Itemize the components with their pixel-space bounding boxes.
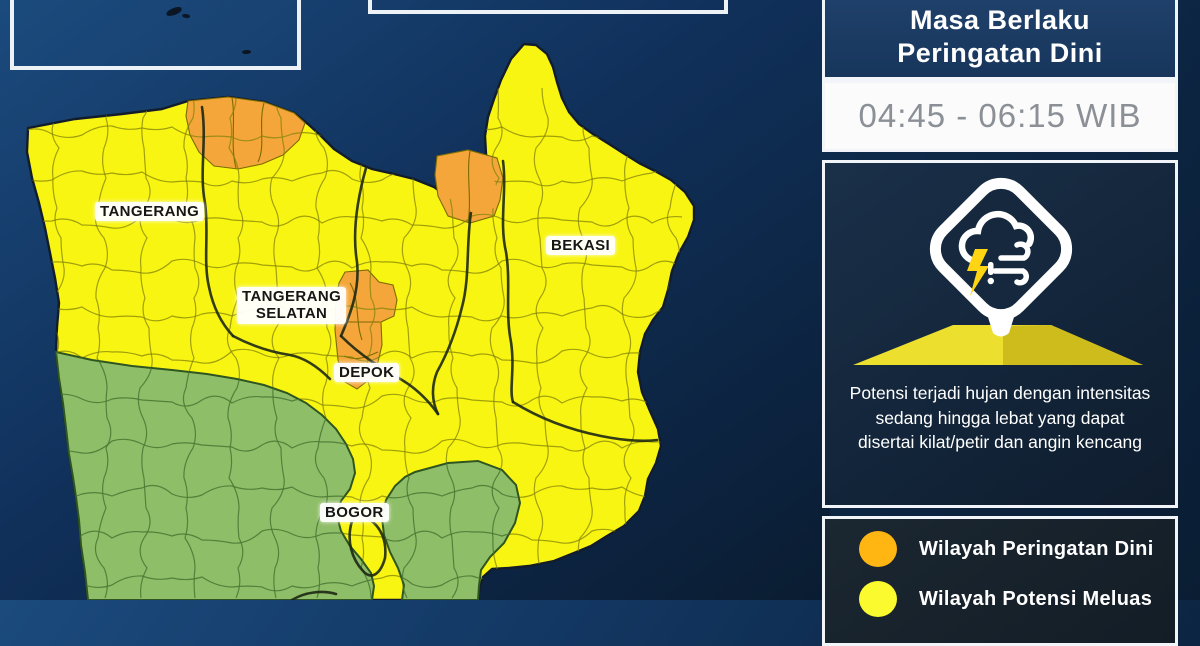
legend-dot-yellow — [859, 581, 897, 617]
pin-diamond — [929, 177, 1073, 321]
map-label-bekasi: BEKASI — [546, 236, 616, 256]
map-region-warning-orange — [185, 96, 504, 390]
island-shape — [242, 50, 251, 54]
legend-label-potential: Wilayah Potensi Meluas — [919, 587, 1153, 610]
legend-dot-orange — [859, 531, 897, 567]
exclamation-glyph — [987, 262, 994, 285]
map-label-tangerang: TANGERANG — [95, 202, 205, 222]
wind-glyph — [992, 241, 1031, 286]
jabodetabek-map-svg — [0, 0, 830, 600]
top-inset-box — [368, 0, 728, 14]
islands-inset-box — [10, 0, 301, 70]
island-shape — [165, 5, 183, 18]
legend-row-potential: Wilayah Potensi Meluas — [859, 581, 1175, 617]
legend-row-warning: Wilayah Peringatan Dini — [859, 531, 1175, 567]
warning-map: TANGERANG TANGERANG SELATAN BEKASI DEPOK… — [0, 0, 830, 600]
map-label-depok: DEPOK — [334, 363, 400, 383]
warning-info-box: Potensi terjadi hujan dengan intensitas … — [822, 160, 1178, 508]
cloud-glyph — [958, 210, 1035, 265]
validity-title-line1: Masa Berlaku — [909, 5, 1091, 36]
map-label-tangerang-selatan: TANGERANG SELATAN — [237, 287, 347, 324]
validity-title-line2: Peringatan Dini — [897, 38, 1103, 69]
validity-time: 04:45 - 06:15 WIB — [858, 97, 1142, 134]
island-shape — [181, 13, 191, 19]
mound-shade — [1003, 325, 1143, 365]
legend-box: Wilayah Peringatan Dini Wilayah Potensi … — [822, 516, 1178, 646]
lightning-glyph — [967, 249, 989, 296]
warning-description: Potensi terjadi hujan dengan intensitas … — [849, 383, 1151, 452]
validity-title-box: Masa Berlaku Peringatan Dini — [822, 0, 1178, 80]
legend-label-warning: Wilayah Peringatan Dini — [919, 537, 1154, 560]
validity-time-box: 04:45 - 06:15 WIB — [822, 80, 1178, 152]
map-label-bogor: BOGOR — [320, 503, 389, 523]
storm-warning-pin-icon — [853, 177, 1143, 365]
